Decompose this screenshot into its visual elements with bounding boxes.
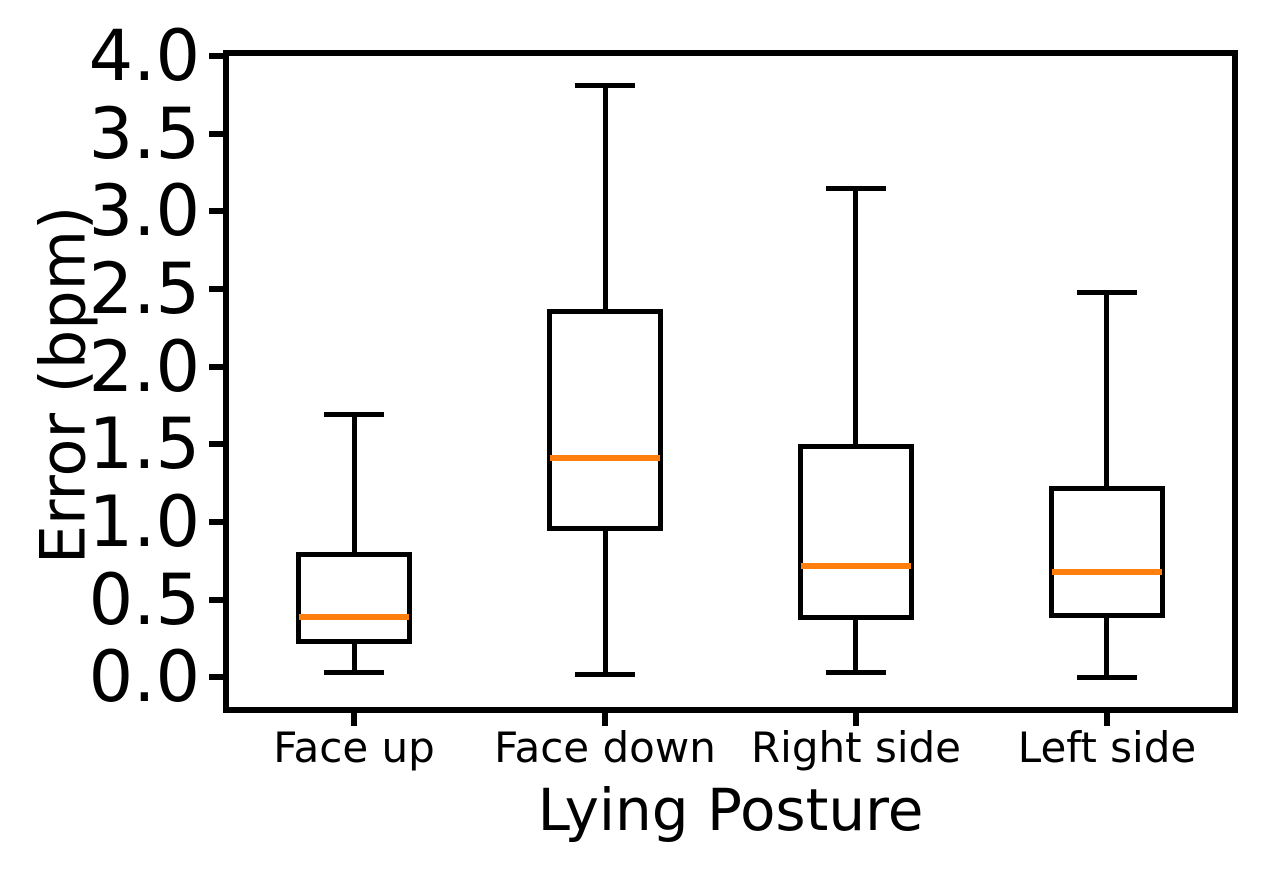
iqr-box — [547, 309, 663, 531]
median-line — [801, 563, 911, 569]
y-tick-label: 1.0 — [88, 481, 200, 563]
x-tick-mark — [1104, 713, 1110, 726]
x-tick-label: Right side — [751, 723, 961, 772]
median-line — [550, 455, 660, 461]
whisker-cap-lower — [575, 672, 635, 677]
iqr-box — [296, 552, 412, 644]
whisker-upper — [352, 415, 357, 552]
whisker-cap-upper — [1077, 290, 1137, 295]
y-tick-label: 4.0 — [88, 15, 200, 97]
plot-area — [223, 50, 1238, 713]
y-tick-label: 3.0 — [88, 170, 200, 252]
y-tick-mark — [209, 597, 223, 603]
y-tick-label: 1.5 — [88, 403, 200, 485]
y-tick-mark — [209, 131, 223, 137]
median-line — [299, 614, 409, 620]
y-tick-label: 0.5 — [88, 559, 200, 641]
y-tick-mark — [209, 286, 223, 292]
y-tick-mark — [209, 441, 223, 447]
y-tick-label: 3.5 — [88, 93, 200, 175]
whisker-cap-lower — [826, 670, 886, 675]
whisker-lower — [1104, 618, 1109, 677]
whisker-upper — [603, 86, 608, 310]
y-tick-label: 0.0 — [88, 636, 200, 718]
y-tick-mark — [209, 208, 223, 214]
x-tick-label: Face up — [273, 723, 435, 772]
x-tick-label: Left side — [1017, 723, 1197, 772]
median-line — [1052, 569, 1162, 575]
x-tick-label: Face down — [494, 723, 716, 772]
y-tick-mark — [209, 53, 223, 59]
y-tick-mark — [209, 674, 223, 680]
iqr-box — [1049, 486, 1165, 618]
y-tick-label: 2.5 — [88, 248, 200, 330]
whisker-cap-upper — [324, 412, 384, 417]
x-tick-mark — [853, 713, 859, 726]
whisker-upper — [853, 188, 858, 444]
whisker-cap-upper — [575, 83, 635, 88]
y-tick-mark — [209, 364, 223, 370]
x-axis-label: Lying Posture — [537, 776, 924, 844]
whisker-cap-lower — [324, 670, 384, 675]
whisker-lower — [603, 531, 608, 674]
x-tick-mark — [351, 713, 357, 726]
iqr-box — [798, 444, 914, 620]
whisker-cap-upper — [826, 186, 886, 191]
whisker-lower — [352, 643, 357, 673]
x-tick-mark — [602, 713, 608, 726]
y-tick-mark — [209, 519, 223, 525]
y-tick-label: 2.0 — [88, 326, 200, 408]
whisker-cap-lower — [1077, 675, 1137, 680]
whisker-upper — [1104, 292, 1109, 486]
whisker-lower — [853, 620, 858, 673]
